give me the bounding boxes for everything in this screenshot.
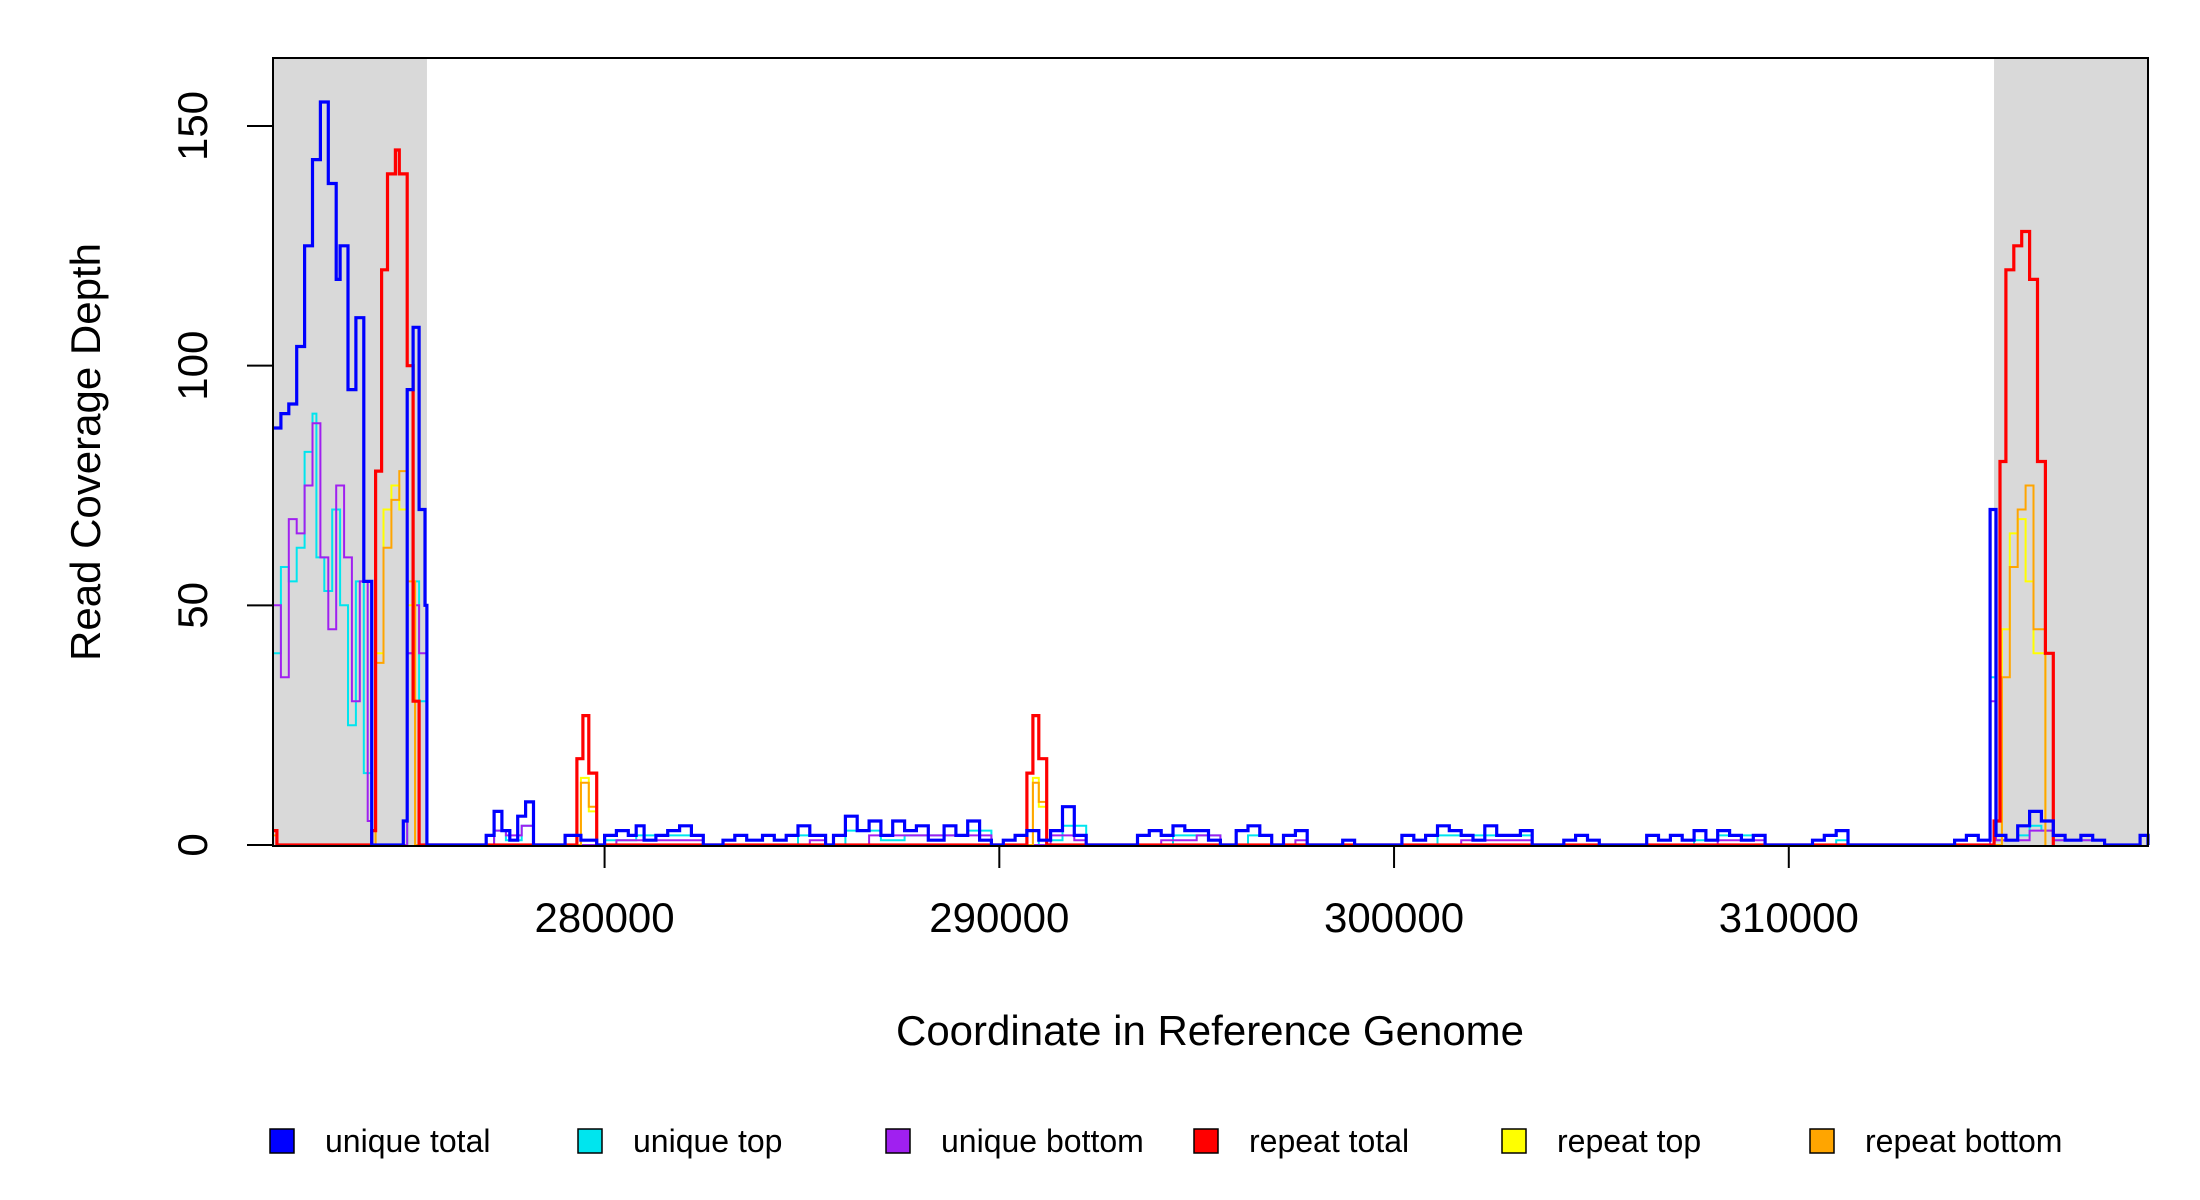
series-lines [273,100,2150,847]
legend-label-repeat-total: repeat total [1249,1123,1409,1159]
x-axis: 280000 290000 300000 310000 [535,846,1859,941]
series-line-unique-total [273,100,2150,847]
series-line-unique-top [273,412,2106,846]
x-tick-label-310000: 310000 [1719,894,1859,941]
shaded-region-1 [273,58,427,846]
x-tick-label-280000: 280000 [535,894,675,941]
x-tick-label-290000: 290000 [929,894,1069,941]
series-line-repeat-bottom [273,470,2047,846]
series-line-repeat-top [367,484,2047,846]
legend-swatch-repeat-top [1501,1128,1527,1154]
legend-swatch-repeat-bottom [1809,1128,1835,1154]
legend: unique total unique top unique bottom repea… [269,1123,2062,1159]
y-tick-label-50: 50 [169,582,216,629]
y-tick-label-150: 150 [169,91,216,161]
legend-swatch-repeat-total [1193,1128,1219,1154]
x-tick-label-300000: 300000 [1324,894,1464,941]
y-tick-label-100: 100 [169,331,216,401]
y-tick-label-0: 0 [169,833,216,856]
legend-label-repeat-top: repeat top [1557,1123,1701,1159]
legend-swatch-unique-top [577,1128,603,1154]
y-axis: 0 50 100 150 [169,91,273,857]
x-axis-label: Coordinate in Reference Genome [896,1007,1524,1054]
y-axis-label: Read Coverage Depth [62,243,109,661]
legend-label-unique-bottom: unique bottom [941,1123,1144,1159]
plot-frame [272,57,2149,847]
legend-label-unique-top: unique top [633,1123,782,1159]
shaded-regions [273,58,2148,846]
legend-label-unique-total: unique total [325,1123,490,1159]
legend-swatch-unique-total [269,1128,295,1154]
shaded-region-2 [1994,58,2148,846]
legend-swatch-unique-bottom [885,1128,911,1154]
legend-label-repeat-bottom: repeat bottom [1865,1123,2062,1159]
series-line-unique-bottom [273,422,2106,846]
series-line-repeat-total [273,148,2055,847]
